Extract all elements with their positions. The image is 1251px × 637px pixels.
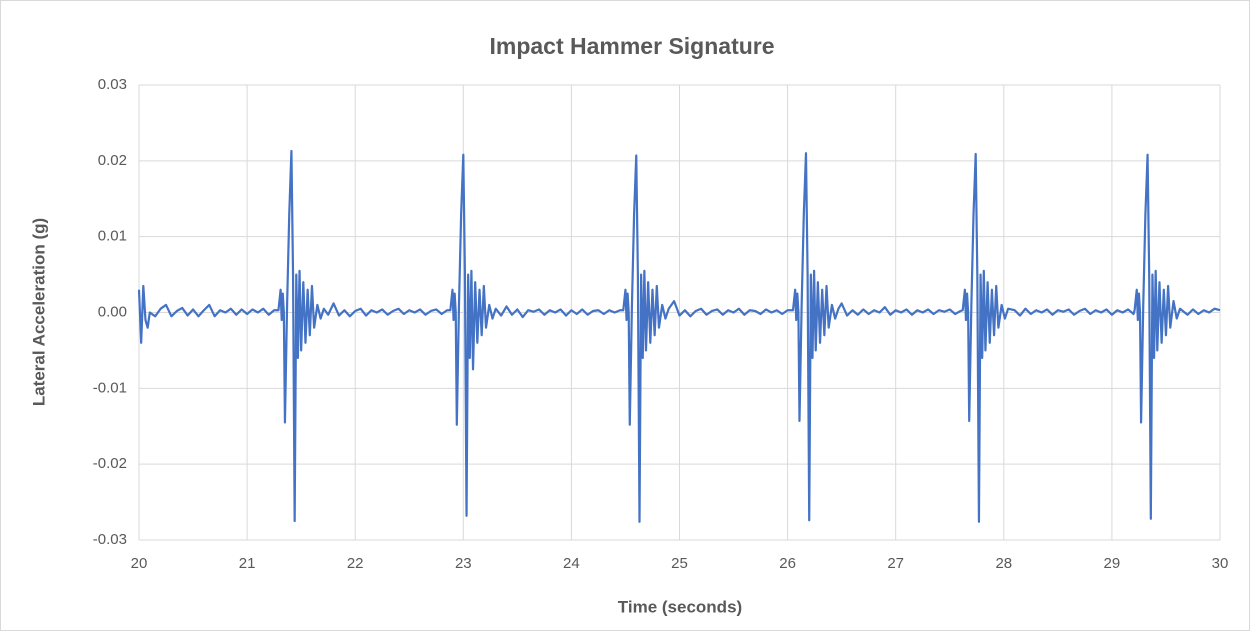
x-tick-label: 23 xyxy=(455,555,472,572)
x-tick-label: 30 xyxy=(1212,555,1229,572)
x-tick-label: 24 xyxy=(563,555,580,572)
y-tick-label: -0.02 xyxy=(93,455,127,472)
chart-title: Impact Hammer Signature xyxy=(489,33,774,59)
x-tick-label: 25 xyxy=(671,555,688,572)
x-tick-label: 29 xyxy=(1104,555,1121,572)
x-tick-label: 20 xyxy=(131,555,148,572)
y-tick-label: 0.03 xyxy=(98,76,127,93)
y-tick-label: 0.00 xyxy=(98,303,127,320)
y-tick-label: -0.01 xyxy=(93,379,127,396)
y-tick-label: 0.02 xyxy=(98,152,127,169)
x-tick-label: 26 xyxy=(779,555,796,572)
x-tick-label: 28 xyxy=(995,555,1012,572)
x-tick-label: 27 xyxy=(887,555,904,572)
y-axis-label: Lateral Acceleration (g) xyxy=(29,218,48,406)
x-tick-label: 22 xyxy=(347,555,364,572)
x-axis-label: Time (seconds) xyxy=(618,597,742,616)
y-tick-label: -0.03 xyxy=(93,531,127,548)
x-tick-label: 21 xyxy=(239,555,256,572)
y-tick-label: 0.01 xyxy=(98,228,127,245)
data-line xyxy=(137,149,1221,523)
